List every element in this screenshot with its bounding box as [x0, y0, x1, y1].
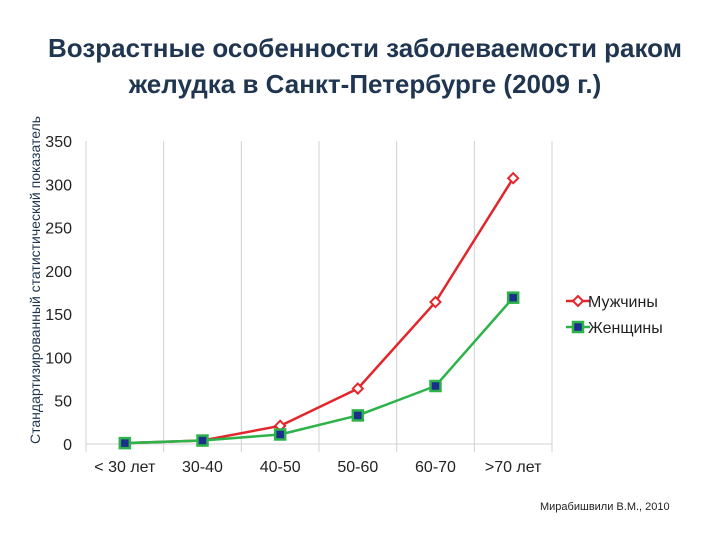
data-point-women	[429, 379, 442, 393]
chart-title: Возрастные особенности заболеваемости ра…	[20, 30, 710, 102]
source-credit: Мирабишвили В.М., 2010	[540, 501, 670, 513]
data-point-men	[506, 171, 520, 185]
chart-title-line-1: Возрастные особенности заболеваемости ра…	[48, 33, 682, 63]
legend: Мужчины Женщины	[566, 294, 663, 337]
y-tick-label: 50	[54, 394, 72, 411]
data-point-women	[351, 409, 365, 422]
legend-marker-diamond	[571, 294, 585, 308]
data-point-men	[351, 382, 365, 396]
grid-lines	[85, 141, 553, 452]
x-tick-label: 40-50	[260, 459, 301, 476]
y-tick-label: 300	[45, 177, 72, 194]
x-tick-label: 50-60	[337, 459, 378, 476]
y-tick-label: 100	[45, 350, 72, 367]
y-tick-label: 200	[45, 264, 72, 281]
y-tick-label: 0	[63, 437, 72, 454]
series-line-1	[124, 296, 515, 445]
data-point-women	[273, 428, 287, 441]
legend-marker-square	[571, 320, 585, 334]
y-tick-label: 250	[45, 221, 72, 238]
series-markers	[118, 171, 520, 450]
legend-entry-label: Мужчины	[588, 294, 658, 311]
x-tick-label: 30-40	[182, 459, 223, 476]
x-tick-label: >70 лет	[485, 459, 542, 476]
x-axis-ticks: < 30 лет 30-40 40-50 50-60 60-70 >70 лет	[94, 459, 542, 476]
series-lines	[124, 177, 515, 445]
data-point-women	[118, 436, 132, 450]
x-tick-label: 60-70	[415, 459, 456, 476]
chart-title-line-2: желудка в Санкт-Петербурге (2009 г.)	[128, 69, 602, 99]
x-tick-label: < 30 лет	[94, 459, 156, 476]
y-axis-ticks: 0 50 100 150 200 250 300 350	[45, 134, 72, 454]
data-point-men	[429, 295, 442, 309]
y-tick-label: 150	[45, 307, 72, 324]
data-point-women	[196, 434, 209, 447]
legend-entry-label: Женщины	[588, 320, 663, 337]
y-tick-label: 350	[45, 134, 72, 151]
data-point-women	[506, 291, 520, 304]
